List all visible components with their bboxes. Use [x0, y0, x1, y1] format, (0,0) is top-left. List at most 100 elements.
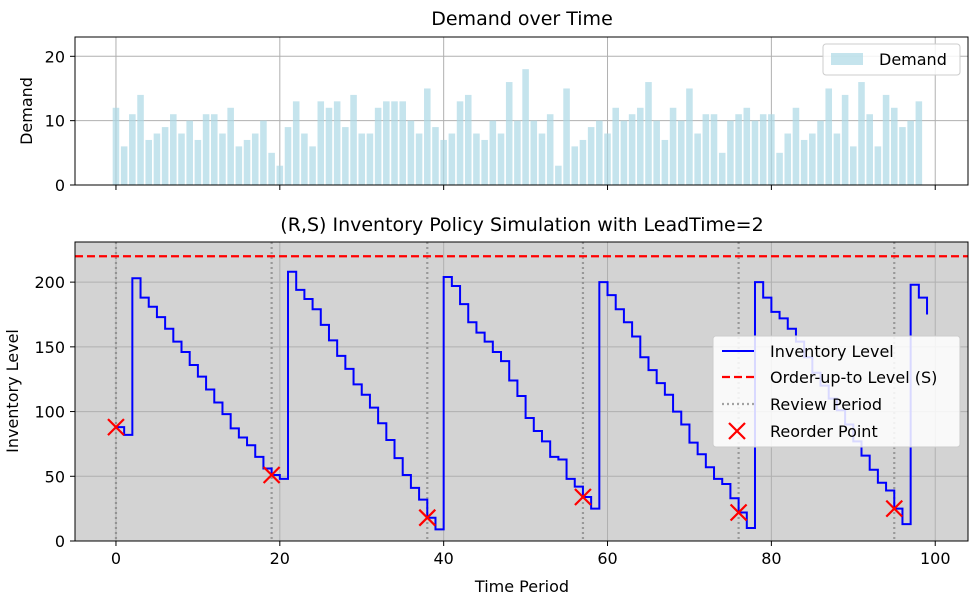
demand-bar	[505, 82, 513, 185]
demand-bar	[817, 120, 824, 185]
demand-bar	[579, 139, 587, 185]
demand-bar	[866, 114, 873, 185]
inventory-x-tick-label: 60	[597, 549, 617, 568]
demand-x-ticks	[115, 185, 936, 190]
inventory-chart: (R,S) Inventory Policy Simulation with L…	[3, 214, 969, 596]
demand-bar	[686, 88, 693, 185]
demand-bar	[694, 133, 701, 185]
inventory-legend: Inventory Level Order-up-to Level (S) Re…	[712, 335, 961, 448]
demand-bar	[620, 120, 628, 185]
inventory-y-axis-label: Inventory Level	[3, 329, 22, 453]
reorder-point-marker	[885, 499, 904, 518]
legend-label-reorder: Reorder Point	[770, 422, 878, 441]
demand-bar	[735, 114, 742, 185]
reorder-point-marker	[418, 508, 437, 527]
demand-bar	[210, 114, 218, 185]
demand-bar	[424, 88, 431, 185]
demand-bar	[768, 114, 775, 185]
demand-bar	[628, 114, 636, 185]
demand-bar	[907, 120, 914, 185]
demand-bar	[489, 120, 497, 185]
demand-bar	[850, 146, 857, 185]
demand-plot-frame	[74, 36, 969, 186]
demand-bar	[309, 146, 316, 185]
demand-bar	[243, 139, 251, 185]
demand-y-tick-label: 20	[45, 47, 65, 66]
demand-bar	[538, 133, 546, 185]
demand-bar	[407, 120, 415, 185]
inventory-y-tick-label: 0	[55, 532, 65, 551]
demand-bar	[874, 146, 882, 185]
demand-bar	[645, 82, 652, 185]
demand-bar	[743, 107, 751, 185]
demand-bar	[522, 69, 529, 185]
inventory-x-tick-label: 0	[111, 549, 121, 568]
legend-label-demand: Demand	[879, 50, 947, 69]
demand-bar	[456, 101, 464, 185]
demand-bar	[858, 82, 865, 185]
demand-bar	[776, 152, 783, 185]
inventory-x-tick-label: 80	[761, 549, 781, 568]
demand-bar	[260, 120, 267, 185]
demand-bar	[841, 94, 849, 185]
legend-label-review: Review Period	[770, 395, 882, 414]
demand-bar	[251, 133, 259, 185]
demand-y-ticks: 0 10 20	[45, 47, 75, 195]
demand-bar	[596, 120, 603, 185]
demand-bar	[432, 127, 439, 185]
demand-bar	[415, 133, 423, 185]
demand-bar	[604, 133, 611, 185]
demand-bar	[342, 127, 349, 185]
demand-bar	[391, 101, 398, 185]
demand-bar	[276, 165, 284, 185]
inventory-x-tick-label: 20	[270, 549, 290, 568]
reorder-point-markers	[107, 418, 904, 527]
demand-bar	[718, 152, 726, 185]
demand-bar	[514, 120, 521, 185]
demand-bar	[809, 133, 816, 185]
demand-bar	[129, 114, 136, 185]
inventory-x-ticks: 0 20 40 60 80 100	[111, 541, 951, 568]
demand-chart-title: Demand over Time	[431, 8, 613, 30]
demand-bar	[112, 107, 120, 185]
demand-bar	[186, 120, 193, 185]
inventory-y-tick-label: 50	[45, 467, 65, 486]
demand-bar	[751, 120, 759, 185]
demand-bar	[473, 133, 480, 185]
demand-bar	[145, 139, 153, 185]
legend-label-inventory: Inventory Level	[770, 342, 894, 361]
demand-bar	[546, 114, 554, 185]
legend-swatch-demand	[831, 53, 863, 65]
demand-bar	[464, 94, 472, 185]
inventory-x-axis-label: Time Period	[474, 577, 569, 596]
demand-bar	[448, 133, 456, 185]
inventory-x-tick-label: 40	[433, 549, 453, 568]
demand-bar	[350, 94, 357, 185]
inventory-plot-frame	[74, 241, 969, 542]
reorder-point-marker	[729, 503, 748, 522]
demand-bar	[366, 133, 374, 185]
demand-bar	[661, 139, 669, 185]
demand-bar	[358, 133, 366, 185]
demand-bar	[784, 133, 792, 185]
demand-bar	[653, 120, 660, 185]
reorder-point-marker	[574, 488, 592, 506]
demand-y-tick-label: 0	[55, 176, 65, 195]
legend-swatch-reorder	[728, 422, 746, 440]
demand-bar	[333, 101, 341, 185]
demand-bar	[202, 114, 210, 185]
demand-bar	[178, 133, 185, 185]
demand-bar	[530, 120, 538, 185]
demand-bar	[383, 101, 390, 185]
demand-bar	[120, 146, 128, 185]
demand-bar	[792, 107, 800, 185]
demand-bar	[268, 152, 275, 185]
inventory-x-tick-label: 100	[920, 549, 951, 568]
demand-bar	[833, 133, 841, 185]
demand-bar	[317, 101, 325, 185]
demand-y-tick-label: 10	[45, 112, 65, 131]
demand-bar	[481, 139, 488, 185]
demand-bar	[612, 107, 619, 185]
demand-bar	[374, 107, 382, 185]
